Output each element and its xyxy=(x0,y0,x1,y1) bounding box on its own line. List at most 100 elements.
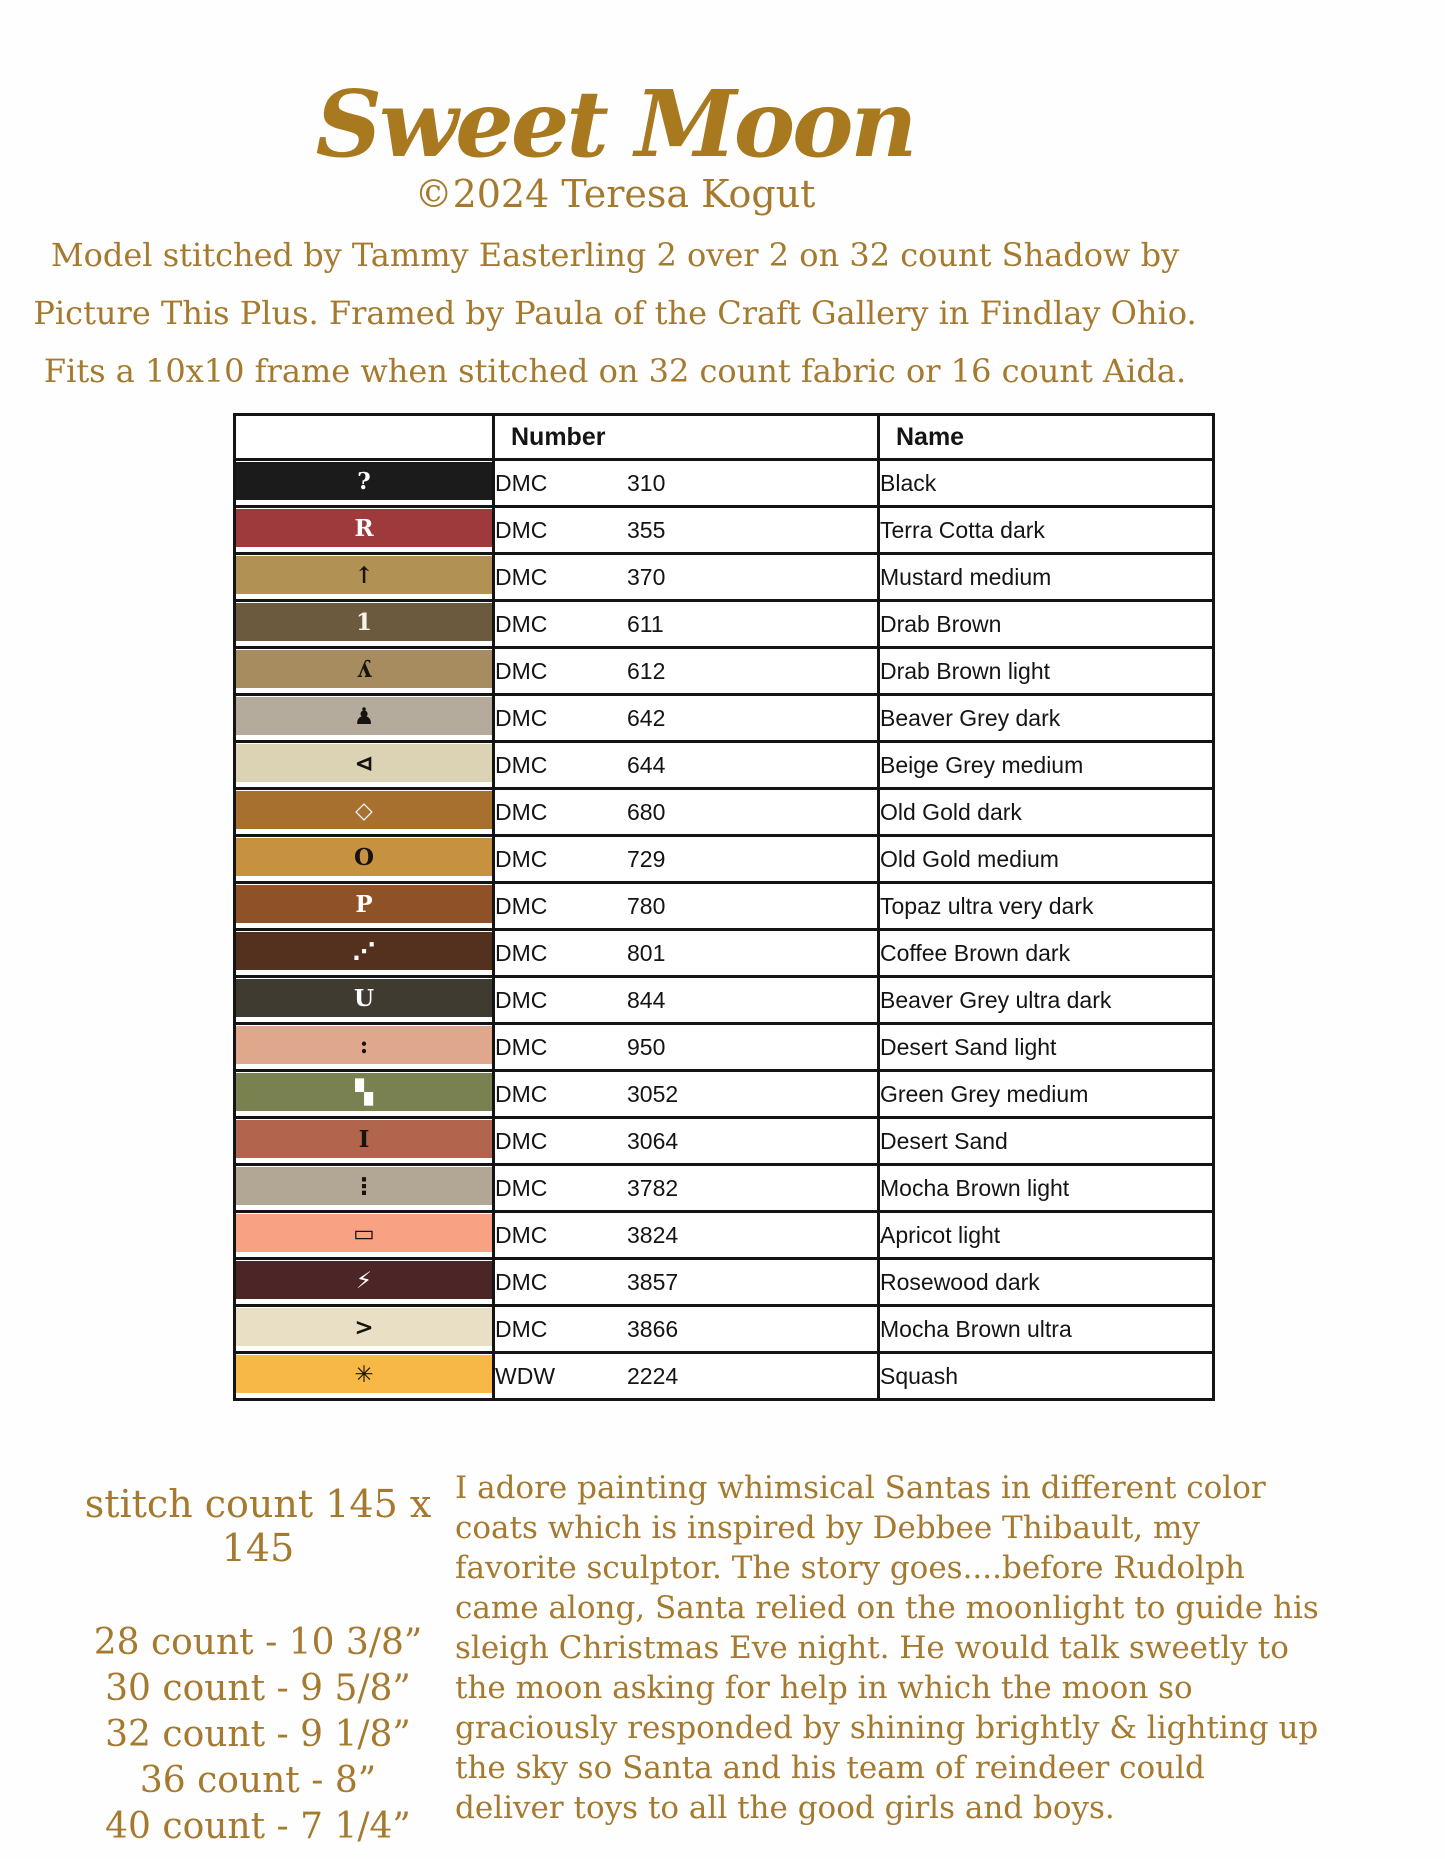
floss-row: ⚡ DMC 3857 Rosewood dark xyxy=(233,1257,1215,1307)
floss-brand: DMC xyxy=(495,610,548,637)
stitch-symbol-icon: ▚ xyxy=(355,1078,373,1106)
floss-row: O DMC 729 Old Gold medium xyxy=(233,834,1215,884)
color-name-cell: Beaver Grey ultra dark xyxy=(877,975,1215,1025)
fabric-count-item: 28 count - 10 3/8” xyxy=(93,1622,423,1663)
floss-code: 2224 xyxy=(627,1362,679,1389)
color-swatch: U xyxy=(236,979,492,1017)
color-swatch: P xyxy=(236,885,492,923)
number-cell: DMC 801 xyxy=(492,928,880,978)
number-cell: DMC 611 xyxy=(492,599,880,649)
floss-brand: DMC xyxy=(495,657,548,684)
swatch-cell: ʎ xyxy=(233,646,495,696)
stitch-symbol-icon: U xyxy=(353,984,375,1012)
floss-brand: DMC xyxy=(495,1033,548,1060)
swatch-cell: R xyxy=(233,505,495,555)
swatch-cell: ⊲ xyxy=(233,740,495,790)
number-cell: DMC 370 xyxy=(492,552,880,602)
floss-brand: DMC xyxy=(495,986,548,1013)
floss-brand: DMC xyxy=(495,798,548,825)
floss-row: ✳ WDW 2224 Squash xyxy=(233,1351,1215,1401)
number-cell: DMC 3857 xyxy=(492,1257,880,1307)
number-cell: DMC 780 xyxy=(492,881,880,931)
color-swatch: R xyxy=(236,509,492,547)
color-name-cell: Old Gold dark xyxy=(877,787,1215,837)
floss-row: : DMC 950 Desert Sand light xyxy=(233,1022,1215,1072)
swatch-cell: ♟ xyxy=(233,693,495,743)
floss-brand: DMC xyxy=(495,1268,548,1295)
floss-row: ⊲ DMC 644 Beige Grey medium xyxy=(233,740,1215,790)
floss-code: 844 xyxy=(627,986,666,1013)
floss-row: ⋰ DMC 801 Coffee Brown dark xyxy=(233,928,1215,978)
floss-row: ⋮ DMC 3782 Mocha Brown light xyxy=(233,1163,1215,1213)
swatch-cell: 1 xyxy=(233,599,495,649)
number-cell: WDW 2224 xyxy=(492,1351,880,1401)
fabric-count-list: 28 count - 10 3/8” 30 count - 9 5/8” 32 co… xyxy=(58,1620,458,1850)
number-cell: DMC 3824 xyxy=(492,1210,880,1260)
stitch-symbol-icon: ? xyxy=(357,467,371,495)
number-cell: DMC 642 xyxy=(492,693,880,743)
stitch-symbol-icon: ◇ xyxy=(355,796,373,824)
floss-code: 801 xyxy=(627,939,666,966)
floss-code: 680 xyxy=(627,798,666,825)
fabric-count-item: 30 count - 9 5/8” xyxy=(105,1668,411,1709)
stitch-symbol-icon: ⋰ xyxy=(352,937,376,965)
floss-brand: DMC xyxy=(495,1315,548,1342)
stitch-symbol-icon: I xyxy=(358,1125,370,1153)
fabric-count-item: 40 count - 7 1/4” xyxy=(105,1806,411,1847)
color-name-cell: Mustard medium xyxy=(877,552,1215,602)
description-line: Picture This Plus. Framed by Paula of th… xyxy=(33,294,1197,332)
floss-code: 3052 xyxy=(627,1080,679,1107)
floss-code: 611 xyxy=(627,610,664,637)
floss-code: 950 xyxy=(627,1033,666,1060)
floss-brand: DMC xyxy=(495,1174,548,1201)
color-name-cell: Drab Brown light xyxy=(877,646,1215,696)
color-swatch: ◇ xyxy=(236,791,492,829)
swatch-cell: ? xyxy=(233,458,495,508)
color-name-cell: Coffee Brown dark xyxy=(877,928,1215,978)
size-info-block: stitch count 145 x 145 28 count - 10 3/8… xyxy=(58,1482,458,1850)
floss-row: 1 DMC 611 Drab Brown xyxy=(233,599,1215,649)
color-swatch: ♟ xyxy=(236,697,492,735)
color-name-cell: Terra Cotta dark xyxy=(877,505,1215,555)
floss-brand: DMC xyxy=(495,563,548,590)
stitch-symbol-icon: > xyxy=(354,1313,374,1341)
color-swatch: ʎ xyxy=(236,650,492,688)
swatch-cell: ▚ xyxy=(233,1069,495,1119)
number-cell: DMC 3866 xyxy=(492,1304,880,1354)
number-cell: DMC 680 xyxy=(492,787,880,837)
floss-code: 3064 xyxy=(627,1127,679,1154)
name-column-header: Name xyxy=(877,413,1215,461)
color-name-cell: Mocha Brown ultra xyxy=(877,1304,1215,1354)
number-cell: DMC 3782 xyxy=(492,1163,880,1213)
floss-code: 780 xyxy=(627,892,666,919)
stitch-symbol-icon: ⊲ xyxy=(354,749,374,777)
stitch-symbol-icon: R xyxy=(354,514,374,542)
floss-legend-table: Number Name ? DMC 310 Black R D xyxy=(233,413,1215,1401)
description-line: Fits a 10x10 frame when stitched on 32 c… xyxy=(43,352,1187,390)
page-title: Sweet Moon xyxy=(315,70,918,178)
color-name-cell: Rosewood dark xyxy=(877,1257,1215,1307)
symbol-column-header xyxy=(233,413,495,461)
floss-code: 644 xyxy=(627,751,666,778)
copyright-line: ©2024 Teresa Kogut xyxy=(414,172,816,216)
stitch-symbol-icon: P xyxy=(355,890,373,918)
floss-code: 3857 xyxy=(627,1268,679,1295)
color-name-cell: Mocha Brown light xyxy=(877,1163,1215,1213)
floss-code: 310 xyxy=(627,469,666,496)
swatch-cell: ⚡ xyxy=(233,1257,495,1307)
color-swatch: ⋮ xyxy=(236,1167,492,1205)
color-swatch: 1 xyxy=(236,603,492,641)
stitch-symbol-icon: O xyxy=(353,843,375,871)
floss-row: I DMC 3064 Desert Sand xyxy=(233,1116,1215,1166)
number-column-header: Number xyxy=(492,413,880,461)
color-name-cell: Desert Sand light xyxy=(877,1022,1215,1072)
number-cell: DMC 3064 xyxy=(492,1116,880,1166)
model-description: Model stitched by Tammy Easterling 2 ove… xyxy=(0,226,1230,400)
floss-row: ◇ DMC 680 Old Gold dark xyxy=(233,787,1215,837)
swatch-cell: U xyxy=(233,975,495,1025)
floss-row: U DMC 844 Beaver Grey ultra dark xyxy=(233,975,1215,1025)
color-name-cell: Beaver Grey dark xyxy=(877,693,1215,743)
color-name-cell: Drab Brown xyxy=(877,599,1215,649)
stitch-symbol-icon: ♟ xyxy=(353,702,375,730)
floss-code: 355 xyxy=(627,516,666,543)
